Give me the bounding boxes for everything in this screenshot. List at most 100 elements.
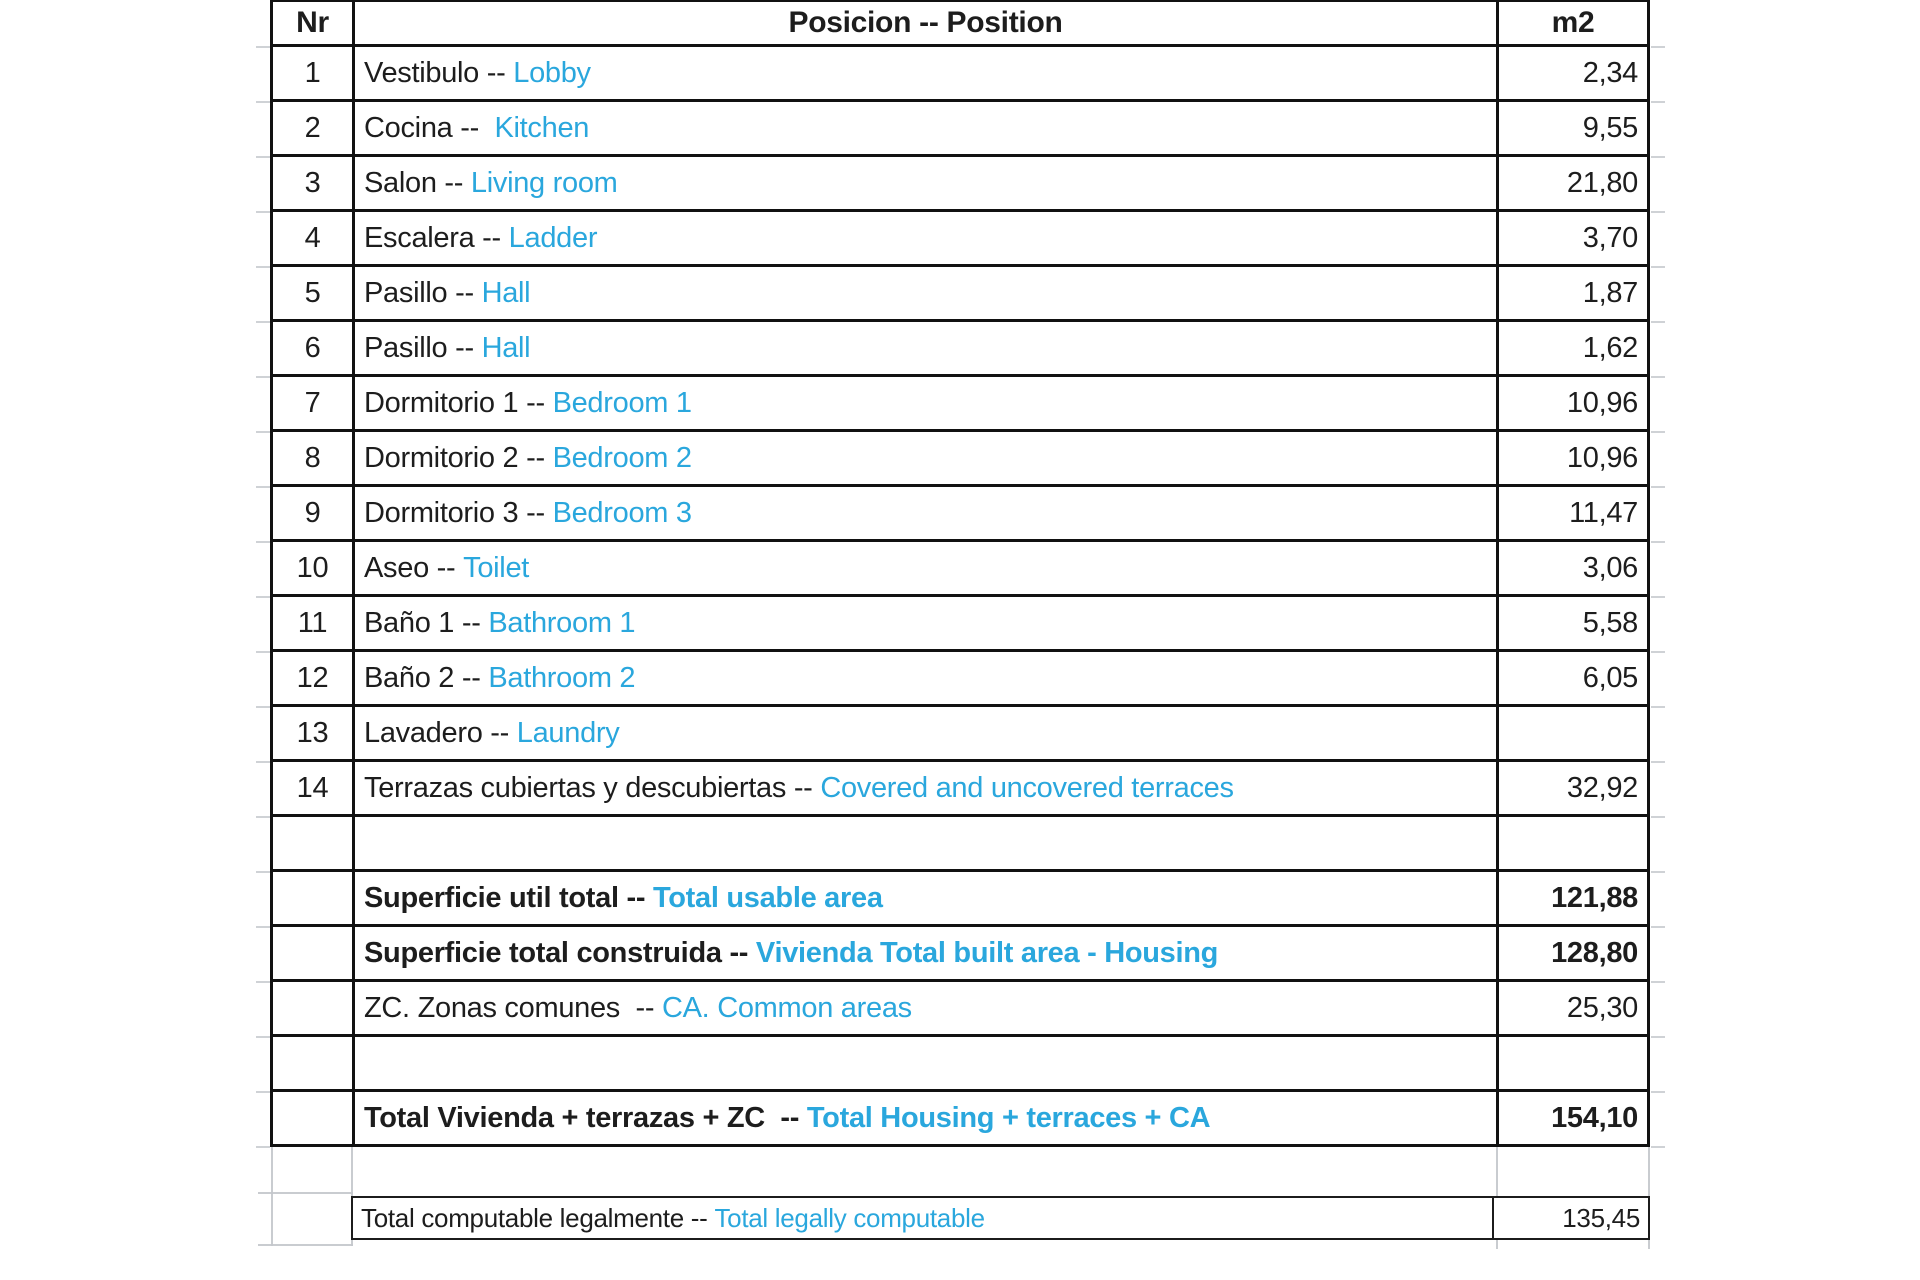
position-es: Pasillo -- [364, 331, 482, 364]
area-cell: 128,80 [1499, 927, 1647, 979]
position-en: Covered and uncovered terraces [820, 771, 1234, 804]
position-es: Total computable legalmente -- [361, 1202, 715, 1233]
position-es: ZC. Zonas comunes -- [364, 991, 662, 1024]
position-es: Escalera -- [364, 221, 509, 254]
gridline-ticks-left [256, 46, 270, 1150]
empty-cell [355, 817, 1496, 869]
empty-cell [273, 872, 352, 924]
row-number-cell: 8 [273, 432, 352, 484]
row-number-cell: 13 [273, 707, 352, 759]
row-number-cell: 10 [273, 542, 352, 594]
area-table: Nr Posicion -- Position m2 1 Vestibulo -… [270, 0, 1650, 1147]
position-es: Dormitorio 1 -- [364, 386, 553, 419]
position-en: Bedroom 3 [552, 496, 692, 529]
position-cell: Lavadero -- Laundry [355, 707, 1496, 759]
header-nr: Nr [273, 2, 352, 44]
position-es: Superficie total construida -- [364, 936, 756, 969]
position-cell: Terrazas cubiertas y descubiertas -- Cov… [355, 762, 1496, 814]
position-en: Bathroom 1 [488, 606, 636, 639]
row-number-cell: 12 [273, 652, 352, 704]
position-es: Total Vivienda + terrazas + ZC -- [364, 1101, 807, 1134]
row-number-cell: 2 [273, 102, 352, 154]
position-cell: Cocina -- Kitchen [355, 102, 1496, 154]
row-number-cell: 6 [273, 322, 352, 374]
row-number-cell: 9 [273, 487, 352, 539]
position-en: Bedroom 1 [552, 386, 692, 419]
area-cell [1499, 707, 1647, 759]
row-number-cell: 4 [273, 212, 352, 264]
position-cell: Dormitorio 1 -- Bedroom 1 [355, 377, 1496, 429]
empty-cell [273, 927, 352, 979]
position-en: Kitchen [494, 111, 590, 144]
position-cell: Escalera -- Ladder [355, 212, 1496, 264]
position-cell: Dormitorio 2 -- Bedroom 2 [355, 432, 1496, 484]
empty-cell [273, 1037, 352, 1089]
area-cell: 2,34 [1499, 47, 1647, 99]
position-es: Dormitorio 3 -- [364, 496, 553, 529]
empty-cell [355, 1037, 1496, 1089]
position-cell: Aseo -- Toilet [355, 542, 1496, 594]
gridline-vertical [1496, 1147, 1498, 1196]
area-cell: 11,47 [1499, 487, 1647, 539]
area-cell: 154,10 [1499, 1092, 1647, 1144]
row-number-cell: 5 [273, 267, 352, 319]
area-cell: 10,96 [1499, 377, 1647, 429]
position-cell: ZC. Zonas comunes -- CA. Common areas [355, 982, 1496, 1034]
position-cell: Total computable legalmente -- Total leg… [353, 1198, 1494, 1238]
gridline-vertical [271, 1147, 273, 1246]
empty-cell [273, 817, 352, 869]
position-cell: Baño 1 -- Bathroom 1 [355, 597, 1496, 649]
position-en: CA. Common areas [662, 991, 912, 1024]
legal-total-row: Total computable legalmente -- Total leg… [351, 1196, 1650, 1240]
position-cell: Salon -- Living room [355, 157, 1496, 209]
position-es: Pasillo -- [364, 276, 482, 309]
position-cell: Vestibulo -- Lobby [355, 47, 1496, 99]
area-cell: 5,58 [1499, 597, 1647, 649]
position-cell: Superficie total construida -- Vivienda … [355, 927, 1496, 979]
row-number-cell: 7 [273, 377, 352, 429]
position-cell: Pasillo -- Hall [355, 322, 1496, 374]
position-en: Lobby [513, 56, 591, 89]
gridline-tick [1496, 1240, 1498, 1249]
position-es: Lavadero -- [364, 716, 517, 749]
area-cell: 1,62 [1499, 322, 1647, 374]
position-en: Hall [481, 276, 531, 309]
header-m2: m2 [1499, 2, 1647, 44]
position-es: Cocina -- [364, 111, 495, 144]
gridline-tick [1648, 1240, 1650, 1249]
gridline-horizontal [258, 1244, 353, 1246]
area-cell: 121,88 [1499, 872, 1647, 924]
position-cell: Dormitorio 3 -- Bedroom 3 [355, 487, 1496, 539]
position-en: Laundry [516, 716, 620, 749]
position-cell: Pasillo -- Hall [355, 267, 1496, 319]
header-position: Posicion -- Position [355, 2, 1496, 44]
gridline-ticks-right [1651, 46, 1665, 1150]
area-cell: 9,55 [1499, 102, 1647, 154]
empty-cell [1499, 1037, 1647, 1089]
position-en: Vivienda Total built area - Housing [755, 936, 1219, 969]
area-cell: 32,92 [1499, 762, 1647, 814]
area-cell: 10,96 [1499, 432, 1647, 484]
area-cell: 135,45 [1562, 1202, 1640, 1233]
row-number-cell: 1 [273, 47, 352, 99]
empty-cell [273, 1092, 352, 1144]
row-number-cell: 11 [273, 597, 352, 649]
position-cell: Total Vivienda + terrazas + ZC -- Total … [355, 1092, 1496, 1144]
position-cell: Superficie util total -- Total usable ar… [355, 872, 1496, 924]
area-cell: 3,70 [1499, 212, 1647, 264]
position-es: Baño 1 -- [364, 606, 489, 639]
position-cell: Baño 2 -- Bathroom 2 [355, 652, 1496, 704]
position-es: Superficie util total -- [364, 881, 653, 914]
gridline-horizontal [258, 1192, 353, 1194]
position-es: Aseo -- [364, 551, 464, 584]
position-en: Toilet [463, 551, 530, 584]
position-es: Vestibulo -- [364, 56, 514, 89]
area-cell: 25,30 [1499, 982, 1647, 1034]
area-cell: 1,87 [1499, 267, 1647, 319]
position-es: Terrazas cubiertas y descubiertas -- [364, 771, 821, 804]
row-number-cell: 14 [273, 762, 352, 814]
empty-cell [273, 982, 352, 1034]
area-cell: 21,80 [1499, 157, 1647, 209]
position-es: Dormitorio 2 -- [364, 441, 553, 474]
